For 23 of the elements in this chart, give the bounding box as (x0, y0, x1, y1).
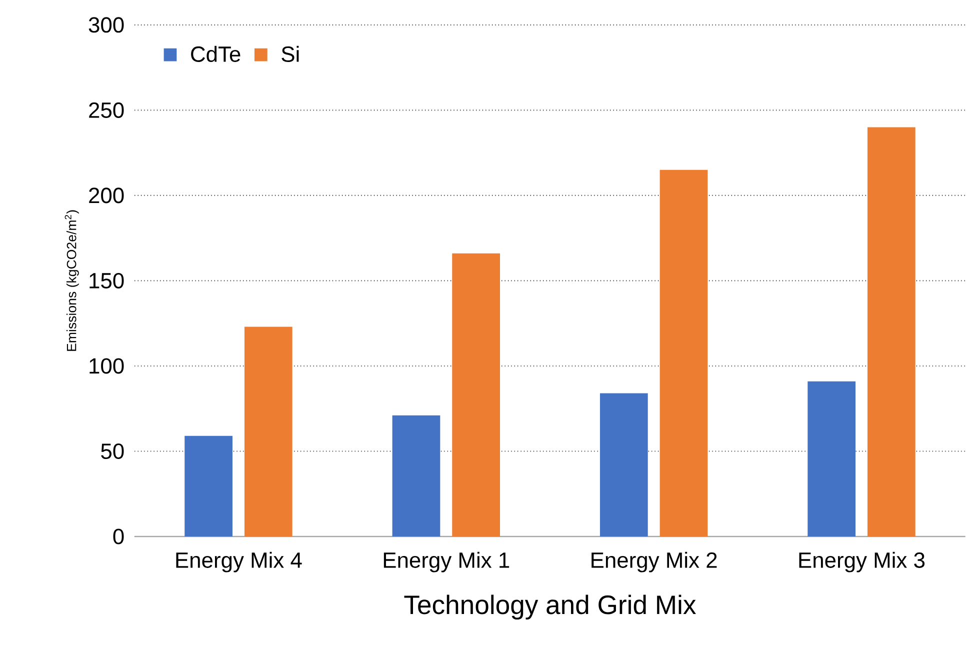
x-tick-label: Energy Mix 3 (799, 552, 925, 572)
legend-label: CdTe (191, 46, 240, 62)
x-axis-title: Technology and Grid Mix (404, 594, 696, 620)
bar (452, 253, 500, 536)
bar (392, 415, 440, 536)
y-tick-label: 0 (113, 528, 124, 544)
bar (808, 381, 856, 536)
bar (867, 127, 916, 536)
y-tick-label: 250 (89, 102, 124, 118)
x-tick-label: Energy Mix 4 (176, 552, 302, 572)
y-tick-label: 300 (88, 17, 124, 33)
y-tick-label: 150 (90, 272, 124, 288)
x-tick-label: Energy Mix 1 (384, 552, 510, 572)
bar (660, 170, 708, 536)
y-axis-title: Emissions (kgCO2e/m$^{2}$) (64, 210, 79, 351)
bar (600, 393, 648, 536)
y-tick-label: 100 (90, 358, 124, 374)
y-tick-label: 200 (89, 188, 124, 204)
bar (184, 436, 232, 536)
bar (244, 326, 292, 536)
y-tick-label: 50 (101, 443, 124, 459)
legend-label: Si (282, 46, 299, 62)
x-tick-label: Energy Mix 2 (592, 552, 717, 572)
